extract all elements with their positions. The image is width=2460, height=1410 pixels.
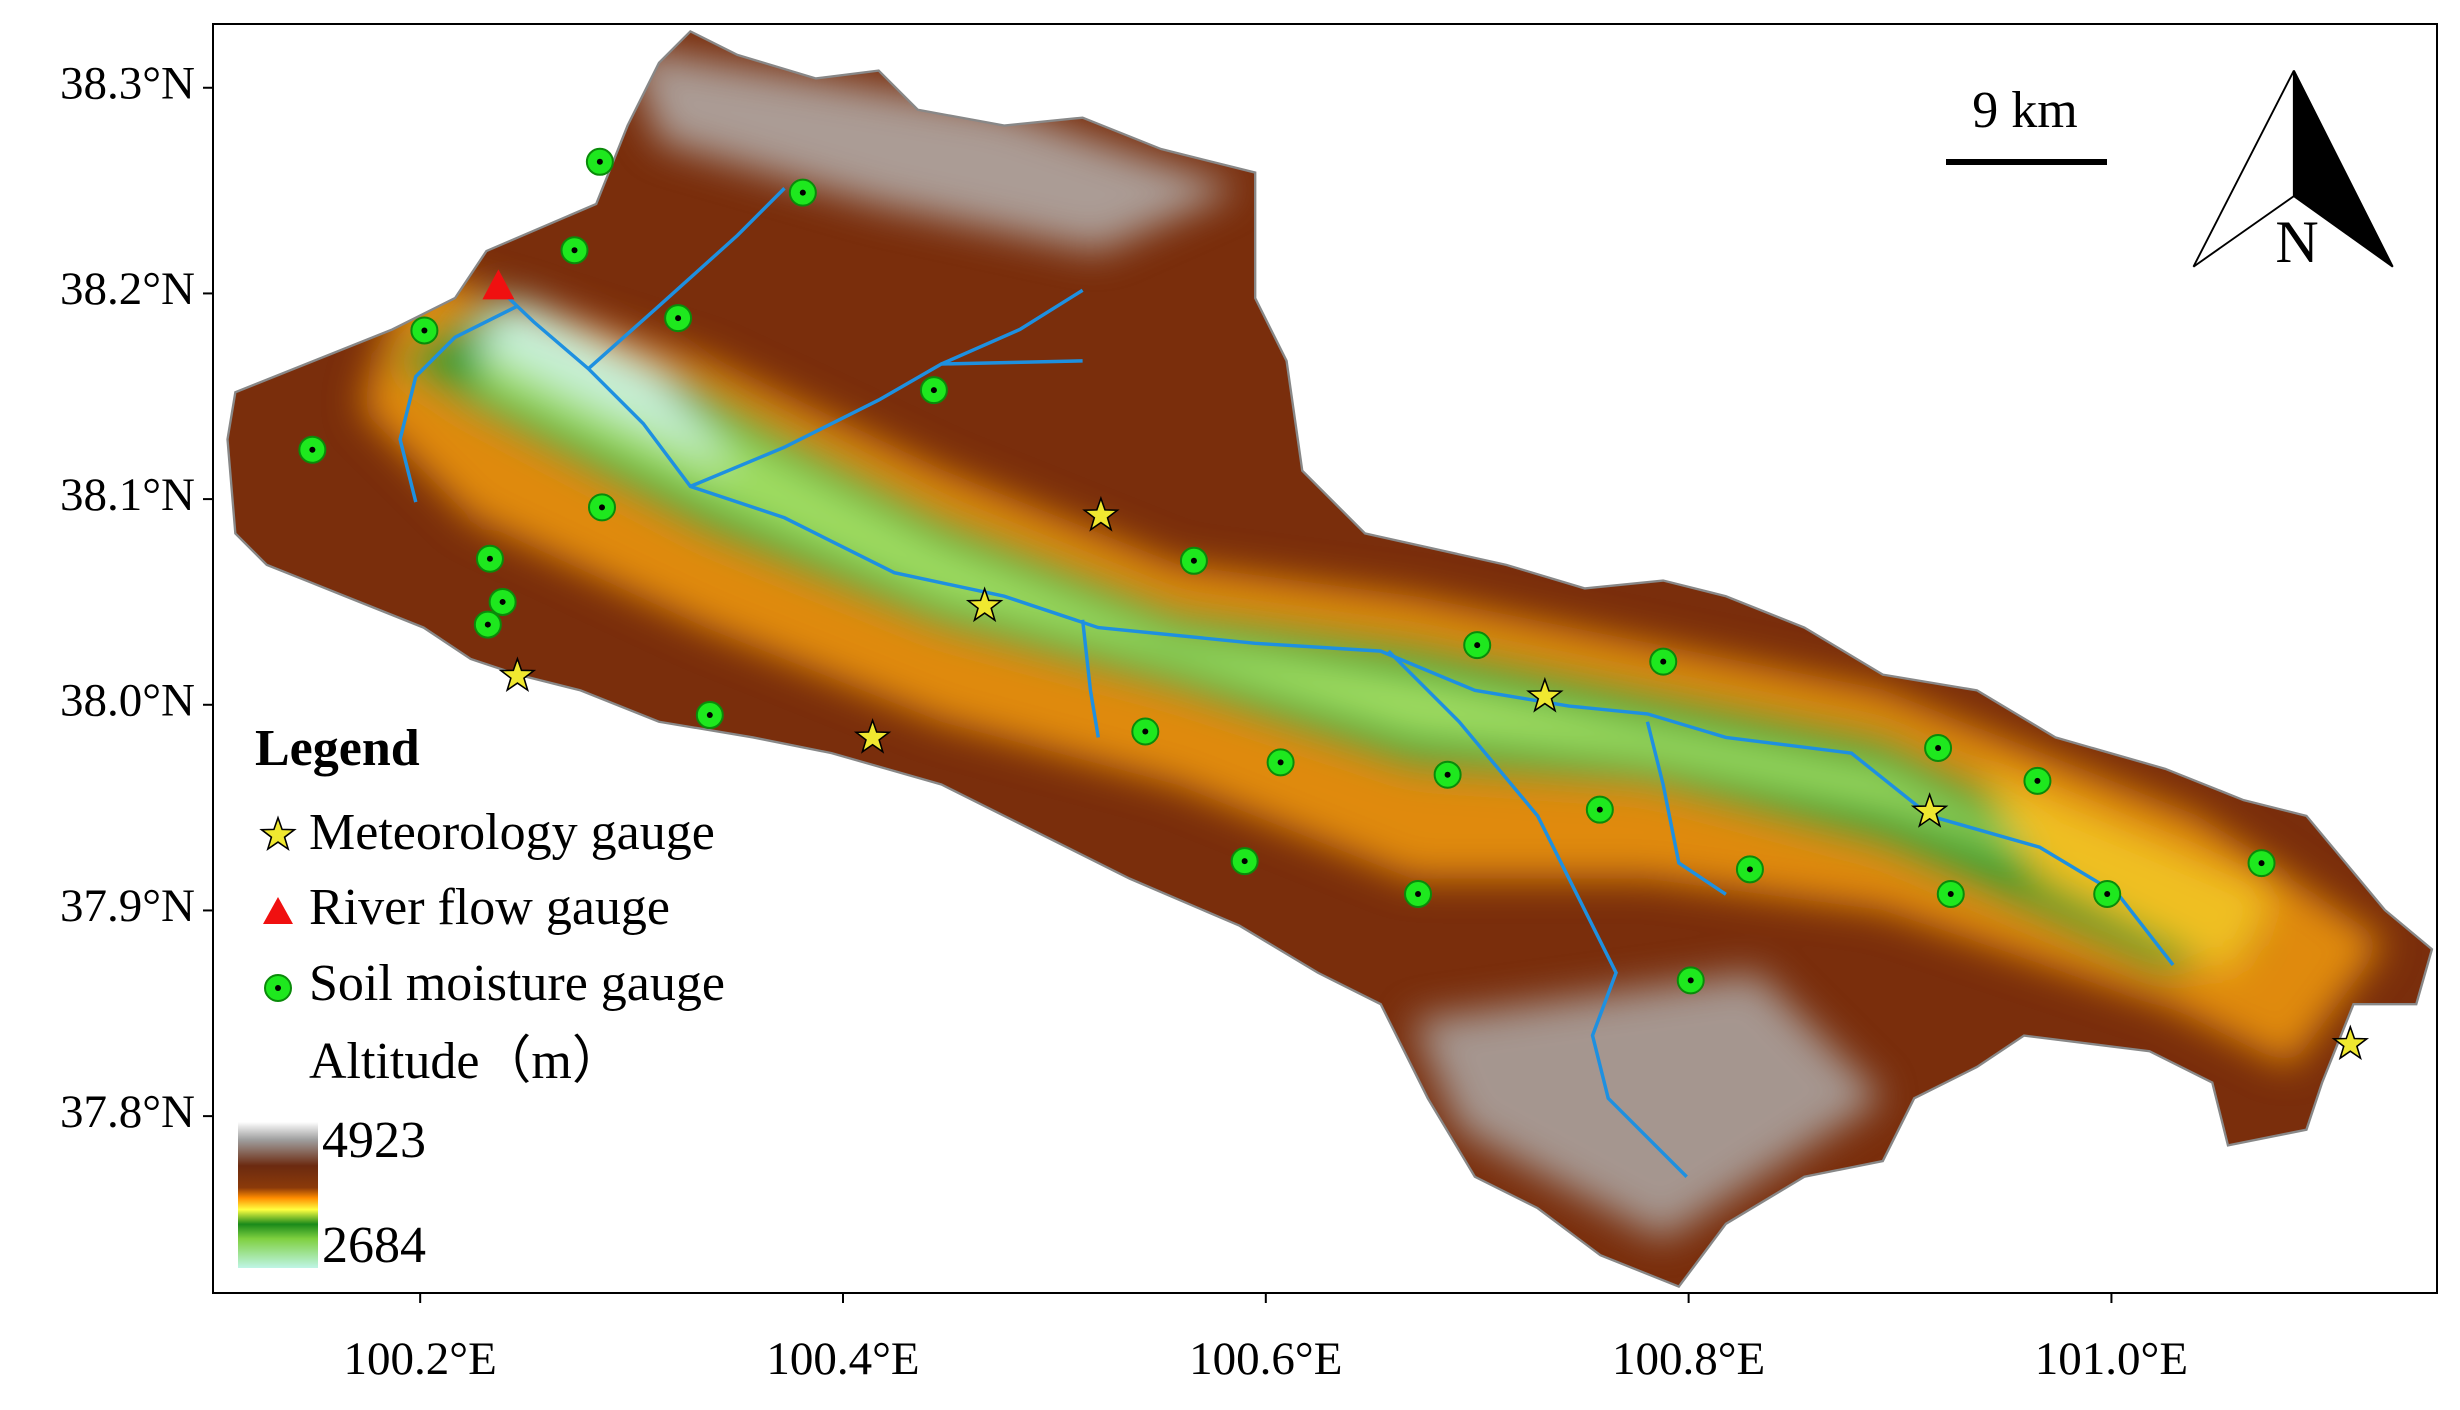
soil-gauge-dot [1746, 866, 1753, 873]
soil-gauge-dot [1190, 557, 1197, 564]
meteorology-gauge [498, 656, 537, 693]
map-frame [212, 23, 2438, 1294]
soil-gauge-dot [1935, 744, 1942, 751]
y-tick-label: 37.9°N [60, 880, 195, 932]
legend-label: Meteorology gauge [309, 804, 715, 861]
y-tick-label: 38.1°N [60, 469, 195, 521]
soil-gauge-dot [1687, 977, 1694, 984]
north-label: N [2275, 209, 2318, 275]
legend-triangle [263, 897, 293, 924]
soil-gauge-dot [309, 446, 316, 453]
river-gauge [482, 269, 515, 300]
colorbar-min: 2684 [322, 1217, 426, 1274]
soil-gauge-dot [799, 189, 806, 196]
soil-gauge-dot [1444, 771, 1451, 778]
x-tick-label: 100.2°E [344, 1333, 497, 1385]
soil-gauge-dot [571, 247, 578, 254]
soil-gauge-dot [1142, 728, 1149, 735]
meteorology-gauge [2331, 1024, 2370, 1061]
soil-gauge-dot [1241, 858, 1248, 865]
north-arrow [2192, 70, 2394, 268]
soil-gauge-dot [1596, 806, 1603, 813]
legend-title: Legend [255, 720, 420, 777]
soil-gauge-dot [1947, 890, 1954, 897]
colorbar [238, 1122, 318, 1268]
meteorology-gauge [1526, 676, 1564, 713]
y-tick-label: 38.0°N [60, 675, 195, 727]
legend-star [259, 815, 297, 852]
legend-altitude-title: Altitude（m） [309, 1033, 624, 1090]
soil-gauge-dot [1415, 890, 1422, 897]
meteorology-gauge [1910, 792, 1949, 828]
x-tick-label: 100.6°E [1189, 1333, 1342, 1385]
soil-gauge-dot [421, 327, 428, 334]
soil-gauge-dot [484, 621, 491, 628]
meteorology-gauge [1082, 495, 1120, 532]
soil-gauge-dot [486, 555, 493, 562]
soil-gauge-dot [1660, 658, 1667, 665]
colorbar-max: 4923 [322, 1112, 426, 1169]
x-tick-label: 100.8°E [1612, 1333, 1765, 1385]
soil-gauge-dot [2258, 860, 2265, 867]
soil-gauge-dot [675, 315, 682, 322]
rivers [398, 187, 2175, 1178]
soil-gauge-dot [596, 158, 603, 165]
y-tick-label: 37.8°N [60, 1086, 195, 1138]
legend-dot [275, 985, 281, 991]
soil-gauge-dot [2034, 777, 2041, 784]
soil-gauge-dot [1474, 642, 1481, 649]
scale-bar-label: 9 km [1972, 82, 2077, 139]
legend-label: Soil moisture gauge [309, 955, 725, 1012]
soil-gauge-dot [930, 387, 937, 394]
soil-gauge-dot [2104, 890, 2111, 897]
x-tick-label: 100.4°E [766, 1333, 919, 1385]
soil-gauge-dot [598, 504, 605, 511]
x-tick-label: 101.0°E [2035, 1333, 2188, 1385]
soil-gauge-dot [499, 598, 506, 605]
y-tick-label: 38.3°N [60, 58, 195, 110]
soil-gauge-dot [706, 712, 713, 719]
y-tick-label: 38.2°N [60, 263, 195, 315]
soil-gauge-dot [1277, 759, 1284, 766]
meteorology-gauge [965, 586, 1004, 623]
meteorology-gauge [853, 718, 892, 754]
legend-label: River flow gauge [309, 879, 670, 936]
